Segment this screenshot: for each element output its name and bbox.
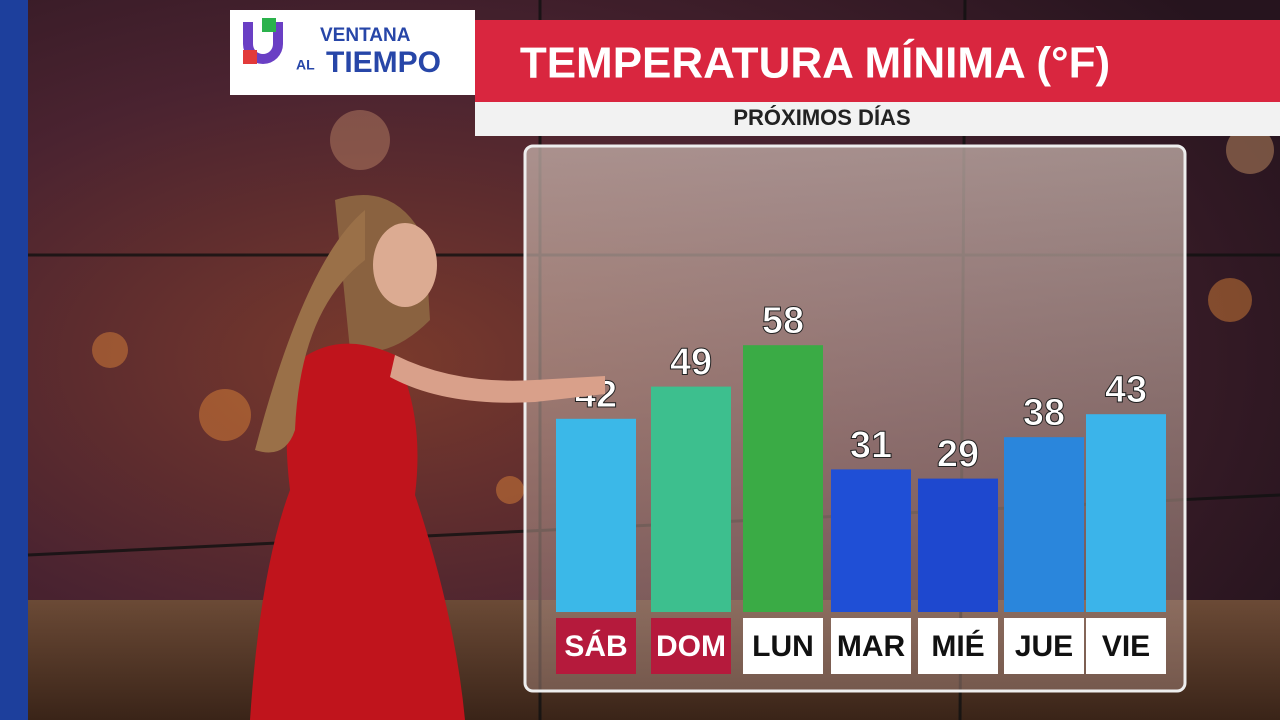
- category-label-box: [556, 618, 636, 674]
- value-label: 31: [850, 424, 892, 466]
- subtitle-band: [475, 102, 1280, 136]
- category-label: LUN: [752, 630, 814, 663]
- category-label-box: [651, 618, 731, 674]
- value-label: 58: [762, 300, 804, 342]
- category-label-box: [1004, 618, 1084, 674]
- logo-mark: [243, 18, 283, 64]
- bar: [556, 418, 636, 612]
- category-label-box: [1086, 618, 1166, 674]
- bar: [1086, 414, 1166, 612]
- logo-text: TIEMPO: [326, 46, 441, 79]
- category-label-box: [743, 618, 823, 674]
- category-label: VIE: [1102, 630, 1150, 663]
- category-label: MIÉ: [931, 629, 984, 663]
- bokeh: [92, 110, 1274, 504]
- value-label: 49: [670, 342, 712, 384]
- value-label: 43: [1105, 369, 1147, 411]
- category-label-box: [831, 618, 911, 674]
- chart-title: TEMPERATURA MÍNIMA (°F): [520, 38, 1110, 88]
- category-label: DOM: [656, 630, 726, 663]
- logo-text: AL: [296, 57, 315, 73]
- logo-text: VENTANA: [320, 25, 411, 46]
- value-label: 29: [937, 434, 979, 476]
- bar: [1004, 437, 1084, 612]
- category-label: JUE: [1015, 630, 1073, 663]
- bar: [651, 386, 731, 612]
- category-label-box: [918, 618, 998, 674]
- category-label: SÁB: [564, 629, 627, 663]
- bar: [743, 345, 823, 612]
- category-label: MAR: [837, 630, 906, 663]
- chart-subtitle: PRÓXIMOS DÍAS: [733, 105, 910, 130]
- presenter: [250, 195, 605, 720]
- bar: [831, 469, 911, 612]
- title-band: [475, 20, 1280, 102]
- bar: [918, 478, 998, 612]
- side-frame: [0, 0, 28, 720]
- plot: 42SÁB49DOM58LUN31MAR29MIÉ38JUE43VIE: [556, 300, 1166, 674]
- value-label: 38: [1023, 392, 1065, 434]
